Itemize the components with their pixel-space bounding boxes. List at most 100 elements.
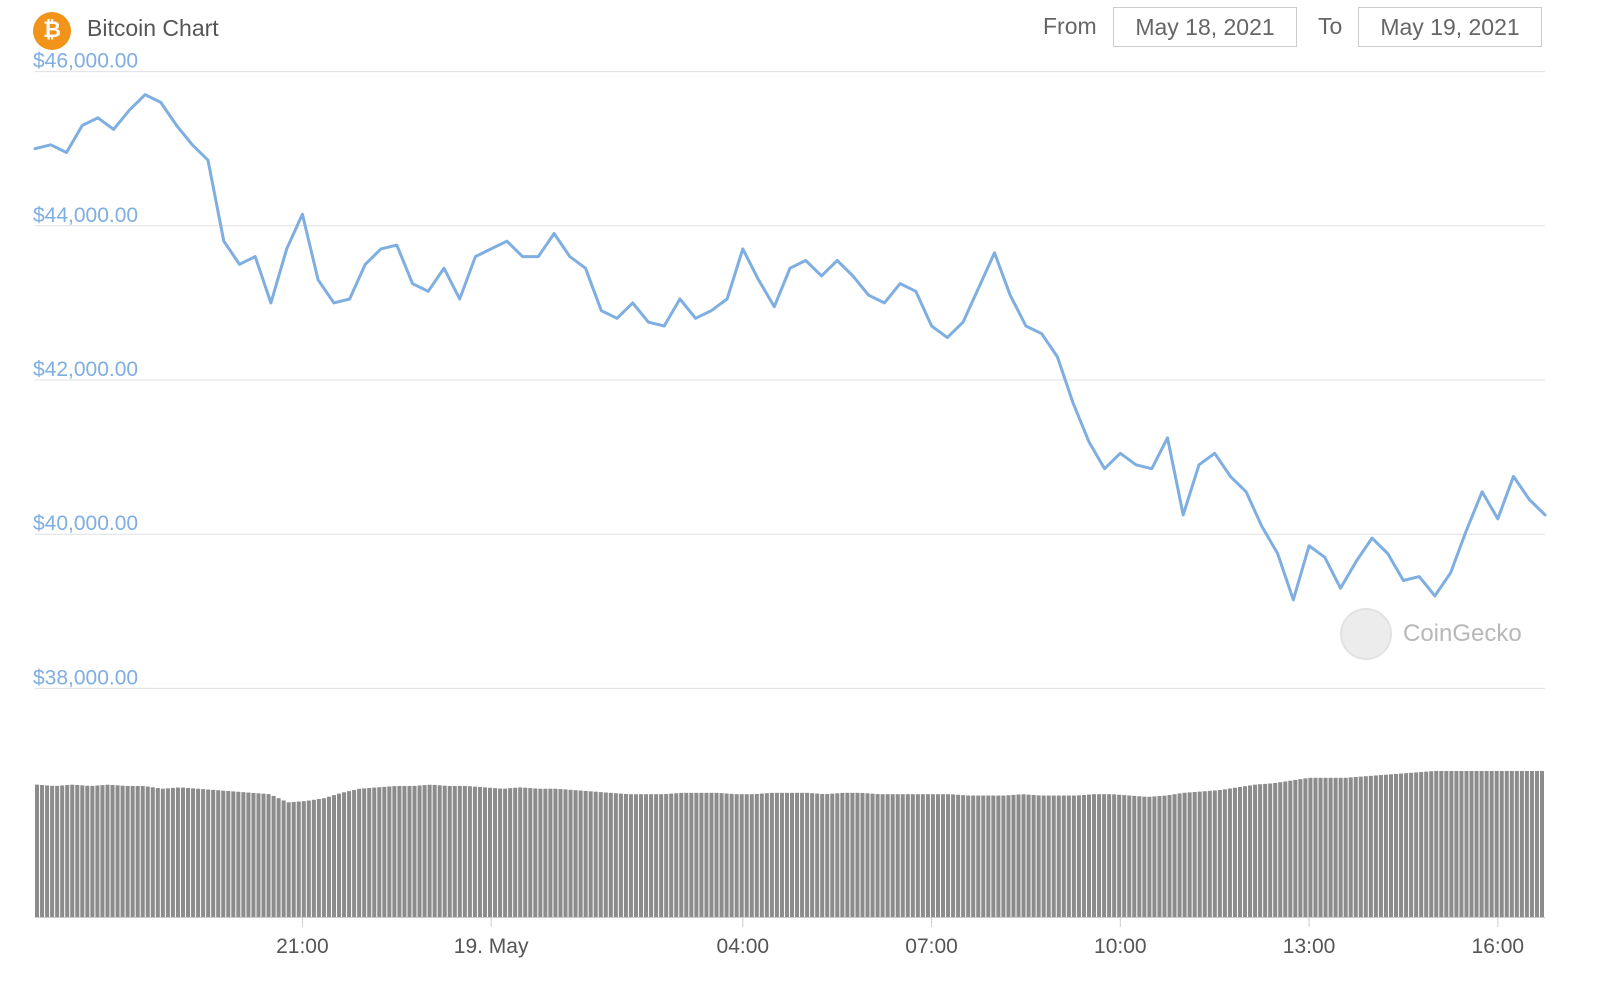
volume-bar xyxy=(1429,771,1434,917)
volume-bar xyxy=(810,793,815,917)
volume-bar xyxy=(563,789,568,917)
volume-bar xyxy=(820,793,825,917)
volume-bar xyxy=(1021,794,1026,917)
volume-bar xyxy=(1112,794,1117,917)
volume-bar xyxy=(55,785,60,917)
volume-bar xyxy=(266,794,271,917)
from-date-input[interactable]: May 18, 2021 xyxy=(1113,7,1297,47)
volume-bar xyxy=(115,785,120,917)
volume-bar xyxy=(1308,777,1313,917)
volume-bar xyxy=(1454,771,1459,917)
volume-bar xyxy=(477,786,482,917)
volume-bar xyxy=(493,788,498,917)
volume-bar xyxy=(1041,795,1046,917)
x-tick-label: 10:00 xyxy=(1094,935,1147,958)
volume-bar xyxy=(65,785,70,917)
volume-bar xyxy=(1036,795,1041,917)
volume-bar xyxy=(226,791,231,917)
volume-bar xyxy=(1071,795,1076,917)
volume-bar xyxy=(986,795,991,917)
volume-bar xyxy=(1348,777,1353,917)
volume-bar xyxy=(951,794,956,917)
volume-bar xyxy=(422,785,427,917)
volume-bar xyxy=(1217,790,1222,917)
volume-bar xyxy=(1222,789,1227,917)
volume-bar xyxy=(966,795,971,917)
volume-bar xyxy=(417,785,422,917)
y-tick-label: $42,000.00 xyxy=(33,358,138,381)
volume-bar xyxy=(498,788,503,917)
x-tick-label: 16:00 xyxy=(1472,935,1525,958)
volume-bar xyxy=(915,794,920,917)
volume-bar xyxy=(175,787,180,917)
volume-bar xyxy=(714,792,719,917)
volume-bar xyxy=(1202,791,1207,917)
volume-bar xyxy=(75,784,80,917)
volume-bar xyxy=(825,794,830,917)
x-tick-label: 13:00 xyxy=(1283,935,1336,958)
volume-bar xyxy=(1268,783,1273,917)
volume-bar xyxy=(941,794,946,917)
volume-bar xyxy=(1107,794,1112,917)
volume-bar xyxy=(669,793,674,917)
volume-bar xyxy=(367,787,372,917)
volume-bar xyxy=(1313,777,1318,917)
volume-bar xyxy=(623,794,628,917)
volume-bar xyxy=(1253,784,1258,917)
volume-bar xyxy=(850,792,855,917)
y-tick-label: $40,000.00 xyxy=(33,512,138,535)
volume-bar xyxy=(935,794,940,917)
volume-bar xyxy=(1046,795,1051,917)
volume-bar xyxy=(488,787,493,917)
volume-bar xyxy=(784,792,789,917)
volume-bar xyxy=(90,785,95,917)
volume-bar xyxy=(1394,773,1399,917)
volume-bar xyxy=(110,784,115,917)
chart-header: ₿ Bitcoin Chart From May 18, 2021 To May… xyxy=(0,0,1612,60)
volume-bar xyxy=(1358,776,1363,917)
volume-bar xyxy=(845,792,850,917)
x-tick-label: 21:00 xyxy=(276,935,329,958)
volume-bar xyxy=(276,798,281,917)
volume-bar xyxy=(1001,795,1006,917)
volume-bar xyxy=(543,788,548,917)
volume-bar xyxy=(925,794,930,917)
volume-bar xyxy=(472,786,477,917)
volume-bar xyxy=(558,789,563,917)
volume-bar xyxy=(407,786,412,917)
volume-bar xyxy=(664,794,669,917)
volume-bar xyxy=(1388,774,1393,917)
to-date-input[interactable]: May 19, 2021 xyxy=(1358,7,1542,47)
volume-bar xyxy=(1298,779,1303,917)
volume-bar xyxy=(744,794,749,917)
from-label: From xyxy=(1043,13,1097,39)
volume-bar xyxy=(513,787,518,917)
volume-bar xyxy=(790,792,795,917)
volume-bar xyxy=(618,793,623,917)
volume-bar xyxy=(1243,786,1248,917)
volume-bar xyxy=(170,787,175,917)
volume-bar xyxy=(45,785,50,917)
volume-bar xyxy=(971,795,976,917)
volume-bar xyxy=(724,793,729,917)
volume-bar xyxy=(890,794,895,917)
volume-bar xyxy=(1353,776,1358,917)
volume-bar xyxy=(1066,795,1071,917)
volume-bar xyxy=(1167,794,1172,917)
volume-bar xyxy=(1479,771,1484,917)
volume-bar xyxy=(518,787,523,917)
volume-bar xyxy=(795,792,800,917)
volume-bar xyxy=(830,793,835,917)
volume-bar xyxy=(145,786,150,917)
volume-bar xyxy=(1132,795,1137,917)
coingecko-logo-icon xyxy=(1340,608,1392,660)
volume-bar xyxy=(568,789,573,917)
volume-bar xyxy=(331,795,336,917)
volume-bar xyxy=(1147,796,1152,917)
volume-bar xyxy=(70,784,75,917)
volume-bar xyxy=(1424,771,1429,917)
volume-bar xyxy=(1177,793,1182,917)
volume-bar xyxy=(1318,777,1323,917)
volume-bar xyxy=(321,798,326,917)
